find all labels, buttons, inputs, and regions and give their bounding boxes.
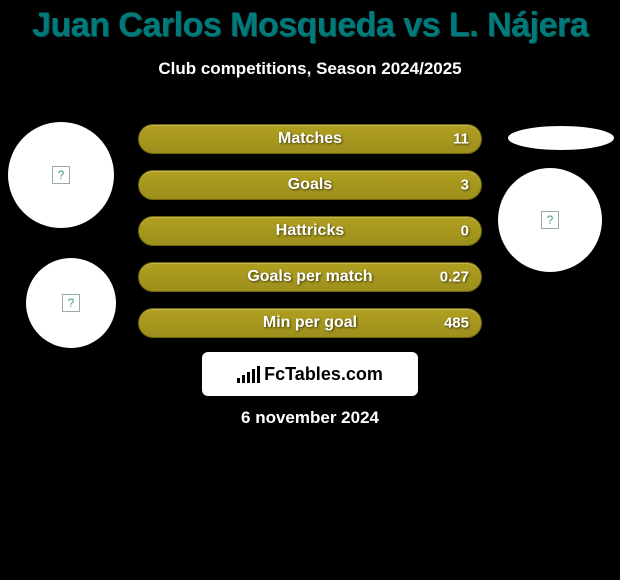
stat-value: 3 — [461, 177, 469, 194]
date-stamp: 6 november 2024 — [241, 408, 379, 428]
brand-badge: FcTables.com — [202, 352, 418, 396]
brand-text: FcTables.com — [264, 364, 383, 385]
image-placeholder-icon: ? — [52, 166, 70, 184]
page-title: Juan Carlos Mosqueda vs L. Nájera — [0, 0, 620, 45]
stat-value: 485 — [444, 315, 469, 332]
stat-bar: Min per goal 485 — [138, 308, 482, 338]
brand-bars-icon — [237, 365, 260, 383]
stat-bar: Goals per match 0.27 — [138, 262, 482, 292]
stat-value: 0.27 — [440, 269, 469, 286]
image-placeholder-icon: ? — [541, 211, 559, 229]
player-avatar-left-2: ? — [26, 258, 116, 348]
subtitle: Club competitions, Season 2024/2025 — [0, 59, 620, 79]
player-avatar-left-1: ? — [8, 122, 114, 228]
player-avatar-right-ellipse — [508, 126, 614, 150]
stat-bar: Hattricks 0 — [138, 216, 482, 246]
stat-label: Goals — [288, 176, 332, 194]
player-avatar-right-1: ? — [498, 168, 602, 272]
stat-value: 11 — [453, 131, 469, 148]
stat-bar: Matches 11 — [138, 124, 482, 154]
stat-label: Goals per match — [247, 268, 372, 286]
stat-value: 0 — [461, 223, 469, 240]
stat-label: Matches — [278, 130, 342, 148]
stat-bar: Goals 3 — [138, 170, 482, 200]
image-placeholder-icon: ? — [62, 294, 80, 312]
stat-label: Hattricks — [276, 222, 344, 240]
stats-chart: Matches 11 Goals 3 Hattricks 0 Goals per… — [138, 124, 482, 354]
stat-label: Min per goal — [263, 314, 357, 332]
